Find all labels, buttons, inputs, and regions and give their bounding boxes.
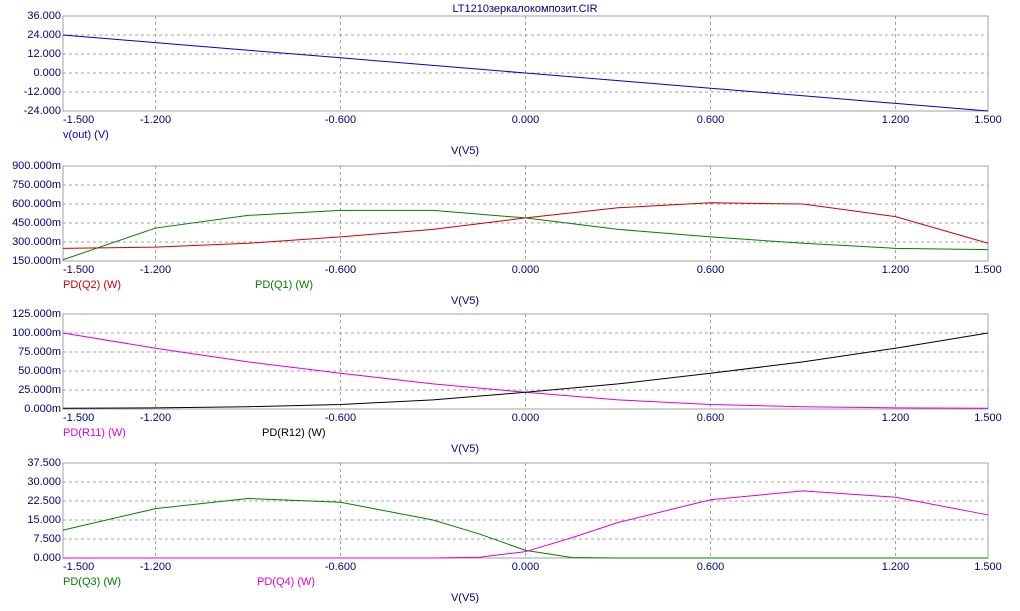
x-tick-label: 1.500 [974,114,1002,126]
y-tick-label: 300.000m [12,236,61,248]
x-axis-label: V(V5) [451,295,479,307]
x-tick-label: 1.200 [882,114,910,126]
y-tick-label: 30.000 [27,476,61,488]
x-tick-label: -1.200 [140,412,171,424]
x-tick-label: -1.200 [140,114,171,126]
series-line [62,332,989,409]
legend-label: PD(Q2) (W) [63,279,121,291]
y-tick-label: 50.000m [18,365,61,377]
y-tick-label: 37.500 [27,457,61,469]
x-tick-label: -1.500 [63,561,94,573]
x-tick-label: -1.500 [63,114,94,126]
y-tick-label: 750.000m [12,179,61,191]
x-tick-label: -1.200 [140,264,171,276]
x-tick-label: -1.200 [140,561,171,573]
x-tick-label: -1.500 [63,264,94,276]
legend-label: PD(Q1) (W) [255,279,313,291]
y-tick-label: 600.000m [12,198,61,210]
series-line [62,209,989,261]
x-tick-label: 1.500 [974,561,1002,573]
y-tick-label: 12.000 [27,48,61,60]
x-tick-label: 0.000 [512,561,540,573]
y-tick-label: 0.000 [33,67,61,79]
legend-label: v(out) (V) [63,129,109,141]
series-line [62,34,989,112]
x-tick-label: 0.000 [512,114,540,126]
x-tick-label: -0.600 [325,561,356,573]
x-tick-label: -0.600 [325,114,356,126]
y-tick-label: 100.000m [12,327,61,339]
y-tick-label: 75.000m [18,346,61,358]
legend-label: PD(Q3) (W) [63,576,121,588]
x-tick-label: 1.500 [974,412,1002,424]
x-tick-label: 1.200 [882,561,910,573]
x-tick-label: -0.600 [325,264,356,276]
x-tick-label: -0.600 [325,412,356,424]
y-tick-label: 25.000m [18,384,61,396]
x-axis-label: V(V5) [451,592,479,604]
y-tick-label: 22.500 [27,495,61,507]
series-line [63,490,989,559]
chart-title: LT1210зеркалокомпозит.CIR [452,3,597,15]
legend-label: PD(R11) (W) [63,427,126,439]
x-tick-label: 0.600 [697,412,725,424]
x-tick-label: 1.200 [882,264,910,276]
y-tick-label: 24.000 [27,29,61,41]
y-tick-label: 0.000m [24,403,61,415]
x-tick-label: 0.600 [697,114,725,126]
y-tick-label: 36.000 [27,10,61,22]
x-tick-label: 0.600 [697,264,725,276]
y-tick-label: -24.000 [24,105,61,117]
legend-label: PD(R12) (W) [262,427,326,439]
x-axis-label: V(V5) [451,145,479,157]
y-tick-label: 125.000m [12,308,61,320]
y-tick-label: -12.000 [24,86,61,98]
x-tick-label: 0.600 [697,561,725,573]
y-tick-label: 0.000 [33,552,61,564]
y-tick-label: 150.000m [12,255,61,267]
x-tick-label: -1.500 [63,412,94,424]
y-tick-label: 450.000m [12,217,61,229]
series-line [62,497,988,559]
x-tick-label: 0.000 [512,264,540,276]
legend-label: PD(Q4) (W) [257,576,315,588]
x-tick-label: 0.000 [512,412,540,424]
x-tick-label: 1.200 [882,412,910,424]
y-tick-label: 900.000m [12,160,61,172]
y-tick-label: 7.500 [33,533,61,545]
x-axis-label: V(V5) [451,443,479,455]
y-tick-label: 15.000 [27,514,61,526]
x-tick-label: 1.500 [974,264,1002,276]
